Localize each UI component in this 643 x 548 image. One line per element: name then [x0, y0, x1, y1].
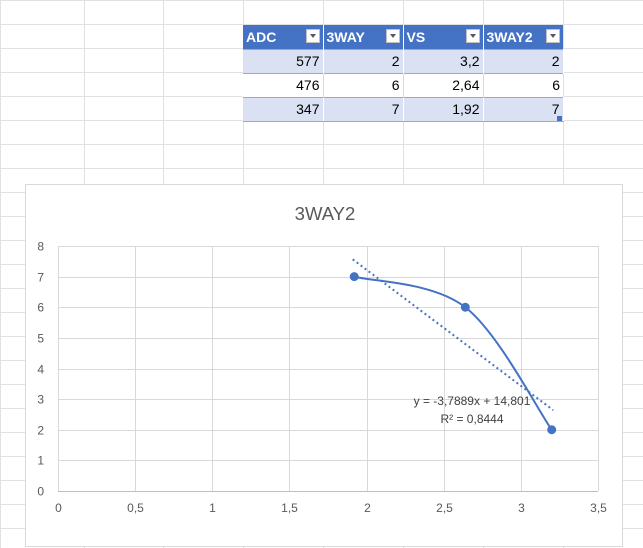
x-tick-label: 3: [518, 501, 525, 515]
x-tick-label: 3,5: [590, 501, 607, 515]
header-label: ADC: [246, 28, 277, 45]
y-tick-label: 7: [37, 271, 44, 285]
x-tick-label: 0,5: [127, 501, 144, 515]
filter-dropdown-icon[interactable]: [305, 29, 320, 43]
chart-gridlines: [58, 246, 599, 491]
y-tick-label: 1: [37, 454, 44, 468]
header-label: VS: [406, 28, 426, 45]
x-tick-label: 2,5: [436, 501, 453, 515]
x-axis-labels: 0 0,5 1 1,5 2 2,5 3 3,5: [55, 501, 607, 515]
table-cell[interactable]: 7: [483, 96, 564, 122]
chart-axes: [58, 246, 598, 492]
table-cell[interactable]: 6: [323, 72, 404, 97]
y-tick-label: 0: [37, 485, 44, 499]
x-tick-label: 1,5: [281, 501, 298, 515]
data-point[interactable]: [460, 302, 470, 312]
filter-dropdown-icon[interactable]: [385, 29, 400, 43]
header-label: 3WAY2: [486, 28, 533, 45]
y-tick-label: 4: [37, 363, 44, 377]
column-header-vs[interactable]: VS: [403, 25, 484, 49]
trendline[interactable]: [352, 258, 554, 411]
column-header-3way2[interactable]: 3WAY2: [483, 25, 563, 49]
trendline-r-squared[interactable]: R² = 0,8444: [440, 412, 503, 426]
trendline-equation[interactable]: y = -3,7889x + 14,801: [414, 394, 531, 408]
y-tick-label: 2: [37, 424, 44, 438]
filter-dropdown-icon[interactable]: [465, 29, 480, 43]
x-tick-label: 1: [209, 501, 216, 515]
table-row: 476 6 2,64 6: [243, 72, 563, 97]
table-cell[interactable]: 2,64: [403, 72, 484, 97]
table-row: 347 7 1,92 7: [243, 96, 564, 122]
table-cell[interactable]: 347: [243, 96, 324, 122]
y-tick-label: 6: [37, 301, 44, 315]
data-point[interactable]: [547, 425, 557, 435]
column-header-3way[interactable]: 3WAY: [323, 25, 404, 49]
data-table[interactable]: ADC 3WAY VS 3WAY2 577 2 3,2 2 476 6 2,64…: [243, 25, 564, 122]
table-cell[interactable]: 577: [243, 48, 324, 73]
table-cell[interactable]: 6: [483, 72, 563, 97]
x-tick-label: 2: [364, 501, 371, 515]
table-cell[interactable]: 476: [243, 72, 324, 97]
table-cell[interactable]: 2: [483, 48, 564, 73]
x-tick-label: 0: [55, 501, 62, 515]
table-cell[interactable]: 1,92: [403, 96, 484, 122]
table-cell[interactable]: 7: [323, 96, 404, 122]
y-axis-labels: 0 1 2 3 4 5 6 7 8: [37, 240, 44, 499]
table-row: 577 2 3,2 2: [243, 48, 564, 73]
scatter-chart[interactable]: 0 1 2 3 4 5 6 7 8 0 0,5 1 1,5 2 2,5 3 3,5 3WAY2 y = -3,…: [26, 185, 624, 548]
trendline-layer: [352, 258, 554, 411]
data-point[interactable]: [349, 272, 359, 282]
y-tick-label: 5: [37, 332, 44, 346]
header-label: 3WAY: [326, 28, 365, 45]
table-resize-handle[interactable]: [557, 116, 562, 121]
chart-area[interactable]: 0 1 2 3 4 5 6 7 8 0 0,5 1 1,5 2 2,5 3 3,5 3WAY2 y = -3,…: [25, 184, 623, 547]
filter-dropdown-icon[interactable]: [546, 29, 560, 43]
table-cell[interactable]: 3,2: [403, 48, 484, 73]
table-cell[interactable]: 2: [323, 48, 404, 73]
chart-title[interactable]: 3WAY2: [295, 203, 356, 224]
series-layer: [349, 272, 557, 435]
y-tick-label: 8: [37, 240, 44, 254]
column-header-adc[interactable]: ADC: [243, 25, 324, 49]
y-tick-label: 3: [37, 393, 44, 407]
table-header-row: ADC 3WAY VS 3WAY2: [243, 25, 563, 49]
